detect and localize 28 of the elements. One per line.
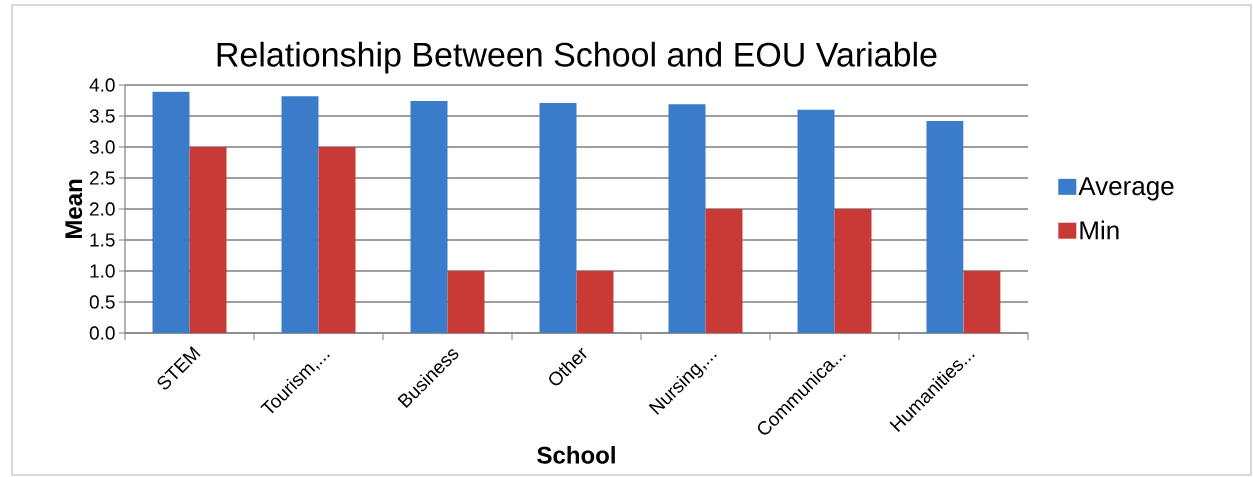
y-tick-label: 4.0: [89, 78, 115, 92]
bar: [318, 147, 356, 333]
bar: [797, 109, 835, 333]
bar: [963, 271, 1001, 333]
legend-label: Average: [1078, 177, 1174, 201]
bar: [447, 271, 485, 333]
y-axis-title: Mean: [65, 179, 83, 239]
bar: [926, 120, 964, 333]
bar: [410, 101, 448, 333]
y-tick-label: 2.0: [90, 202, 115, 216]
bar: [281, 96, 319, 333]
bar: [189, 147, 227, 333]
y-tick-label: 3.5: [89, 109, 115, 123]
y-tick-label: 0.0: [89, 326, 115, 340]
bar: [576, 271, 614, 333]
bar: [539, 102, 577, 333]
legend-label: Min: [1080, 220, 1119, 240]
y-tick-label: 1.0: [90, 264, 115, 278]
y-tick-label: 0.5: [89, 295, 115, 309]
chart-title: Relationship Between School and EOU Variable: [217, 41, 937, 74]
y-tick-label: 2.5: [90, 171, 115, 185]
y-tick-label: 3.0: [89, 140, 115, 154]
bar: [705, 209, 743, 333]
bar: [668, 104, 706, 333]
bar: [152, 91, 190, 333]
y-tick-label: 1.5: [90, 233, 115, 247]
x-axis-title: School: [537, 446, 615, 464]
bar: [834, 209, 872, 333]
